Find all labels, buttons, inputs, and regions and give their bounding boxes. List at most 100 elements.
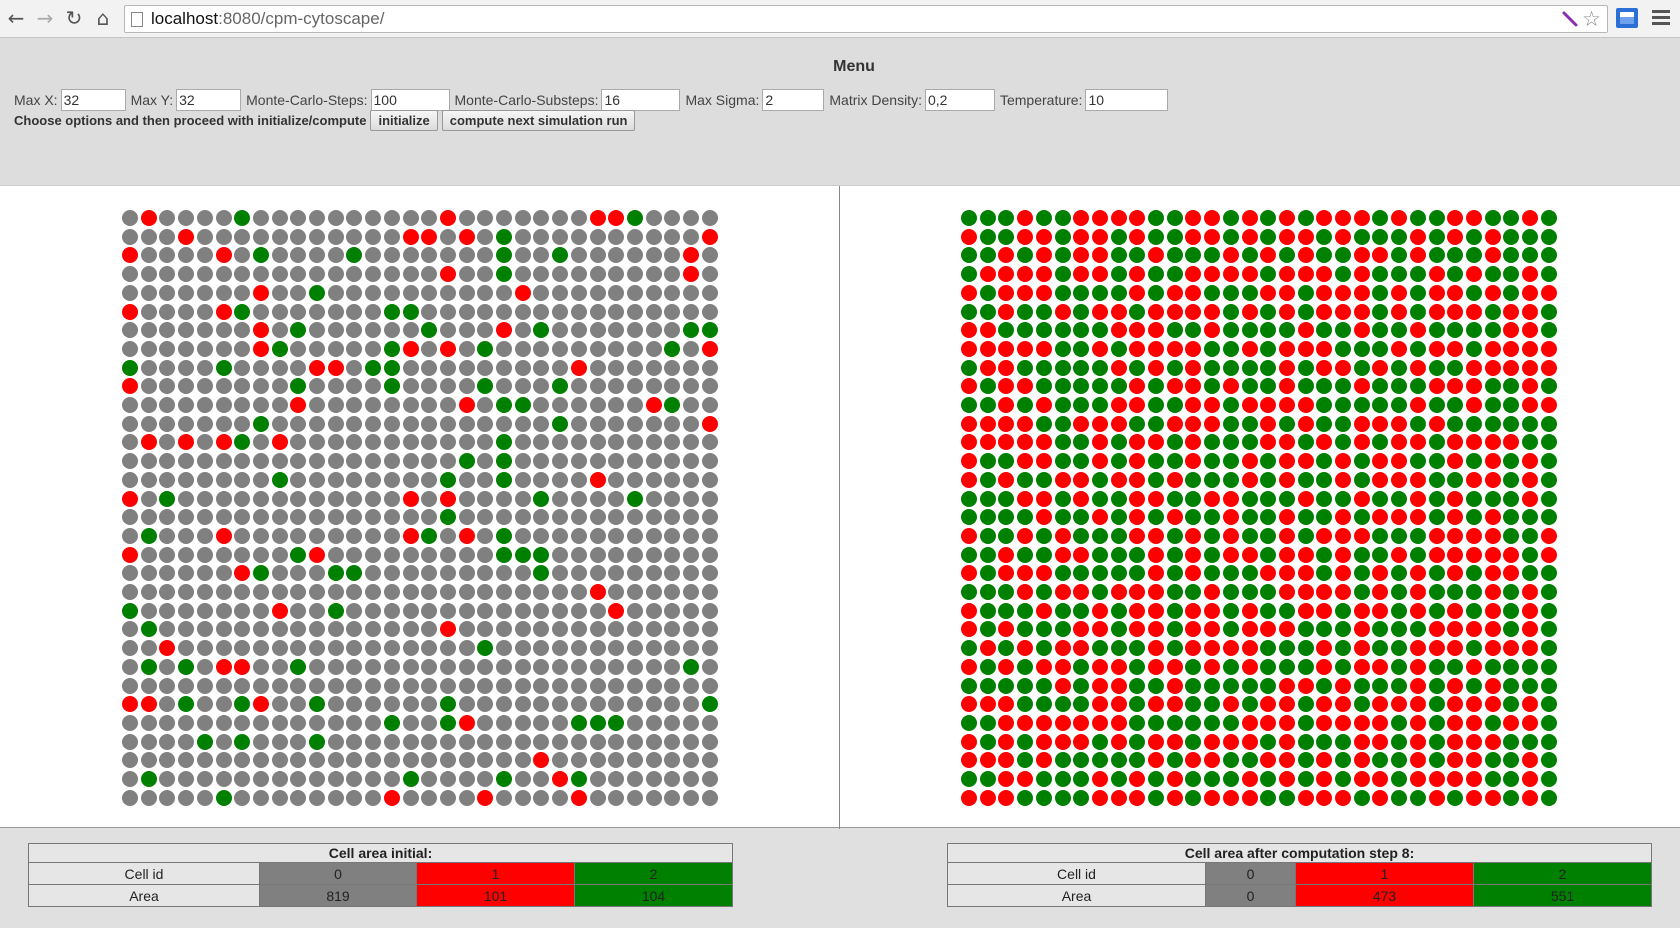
cell-1 <box>1409 733 1426 750</box>
cell-2 <box>1185 714 1202 731</box>
cell-0 <box>271 733 288 750</box>
compute-next-run-button[interactable]: compute next simulation run <box>441 110 636 131</box>
cell-0 <box>701 714 718 731</box>
cell-id-0: 0 <box>259 862 417 885</box>
cell-1 <box>1241 546 1258 563</box>
cell-0 <box>533 621 550 638</box>
cell-1 <box>1465 621 1482 638</box>
cell-2 <box>998 527 1015 544</box>
cell-1 <box>1484 527 1501 544</box>
area-1: 473 <box>1295 884 1474 907</box>
extension-icon[interactable] <box>1616 8 1638 28</box>
cell-2 <box>1204 378 1221 395</box>
cell-2 <box>1241 490 1258 507</box>
cell-2 <box>1409 284 1426 301</box>
max-y-input[interactable] <box>176 89 242 111</box>
cell-0 <box>533 696 550 713</box>
cell-2 <box>234 210 251 226</box>
cell-0 <box>402 415 419 432</box>
max-sigma-input[interactable] <box>762 89 825 111</box>
cell-1 <box>1465 210 1482 226</box>
cell-2 <box>1148 284 1164 301</box>
initialize-button[interactable]: initialize <box>370 110 438 131</box>
cell-1 <box>1278 397 1295 413</box>
cell-1 <box>1017 490 1034 507</box>
cell-0 <box>290 640 307 657</box>
cell-2 <box>1110 602 1127 619</box>
cell-2 <box>1465 602 1482 619</box>
home-icon[interactable]: ⌂ <box>96 6 110 30</box>
cell-2 <box>1465 677 1482 694</box>
cell-1 <box>1035 565 1052 582</box>
cell-2 <box>1035 696 1052 713</box>
cell-1 <box>1353 621 1370 638</box>
address-bar[interactable]: localhost:8080/cpm-cytoscape/ ☆ <box>124 5 1608 33</box>
browser-menu-icon[interactable] <box>1652 10 1670 26</box>
cell-0 <box>402 509 419 526</box>
cell-0 <box>383 322 400 339</box>
cell-0 <box>439 602 456 619</box>
cell-1 <box>1091 677 1108 694</box>
cell-1 <box>1447 621 1464 638</box>
cell-2 <box>1540 266 1557 283</box>
pen-icon[interactable] <box>1561 10 1579 28</box>
cell-0 <box>178 714 195 731</box>
cell-0 <box>327 210 344 226</box>
max-x-input[interactable] <box>60 89 126 111</box>
cell-1 <box>1129 284 1146 301</box>
cell-2 <box>961 210 977 226</box>
cell-2 <box>1054 340 1071 357</box>
cell-2 <box>1503 210 1520 226</box>
cell-2 <box>1297 378 1314 395</box>
cell-2 <box>1110 228 1127 245</box>
cell-0 <box>383 584 400 600</box>
cell-0 <box>683 677 699 694</box>
area-2: 551 <box>1473 884 1652 907</box>
cell-1 <box>1035 397 1052 413</box>
back-arrow-icon[interactable]: ← <box>7 6 25 30</box>
cell-1 <box>1484 471 1501 488</box>
cell-1 <box>1335 303 1351 320</box>
cell-1 <box>1372 565 1389 582</box>
cell-0 <box>327 789 344 806</box>
cell-1 <box>215 658 232 675</box>
cell-0 <box>645 340 662 357</box>
forward-arrow-icon[interactable]: → <box>36 6 54 30</box>
cell-2 <box>439 714 456 731</box>
cell-2 <box>1503 509 1520 526</box>
cell-0 <box>196 584 213 600</box>
cell-0 <box>664 752 681 769</box>
cell-1 <box>1522 453 1538 470</box>
cell-0 <box>570 303 587 320</box>
cell-2 <box>1260 340 1277 357</box>
cell-1 <box>1148 621 1164 638</box>
reload-icon[interactable]: ↻ <box>65 6 83 30</box>
matrix-density-input[interactable] <box>924 89 995 111</box>
cell-1 <box>1035 714 1052 731</box>
cell-2 <box>1222 565 1239 582</box>
monte-carlo-steps-input[interactable] <box>370 89 450 111</box>
cell-1 <box>1447 733 1464 750</box>
cell-1 <box>1241 640 1258 657</box>
cell-1 <box>998 471 1015 488</box>
cell-0 <box>477 228 494 245</box>
cell-2 <box>626 210 643 226</box>
bookmark-star-icon[interactable]: ☆ <box>1582 7 1601 31</box>
cell-2 <box>570 714 587 731</box>
max-x-label: Max X: <box>14 92 58 108</box>
cell-0 <box>383 471 400 488</box>
cell-2 <box>1297 210 1314 226</box>
cell-0 <box>309 771 325 787</box>
cell-0 <box>496 677 512 694</box>
cell-0 <box>252 621 269 638</box>
cell-2 <box>1035 378 1052 395</box>
cell-0 <box>309 397 325 413</box>
cell-1 <box>1241 340 1258 357</box>
computed-area-table: Cell area after computation step 8: Cell… <box>947 843 1652 907</box>
monte-carlo-substeps-input[interactable] <box>601 89 681 111</box>
temperature-input[interactable] <box>1085 89 1169 111</box>
cell-0 <box>570 565 587 582</box>
cell-1 <box>1353 434 1370 451</box>
cell-0 <box>589 789 606 806</box>
cell-0 <box>365 210 382 226</box>
